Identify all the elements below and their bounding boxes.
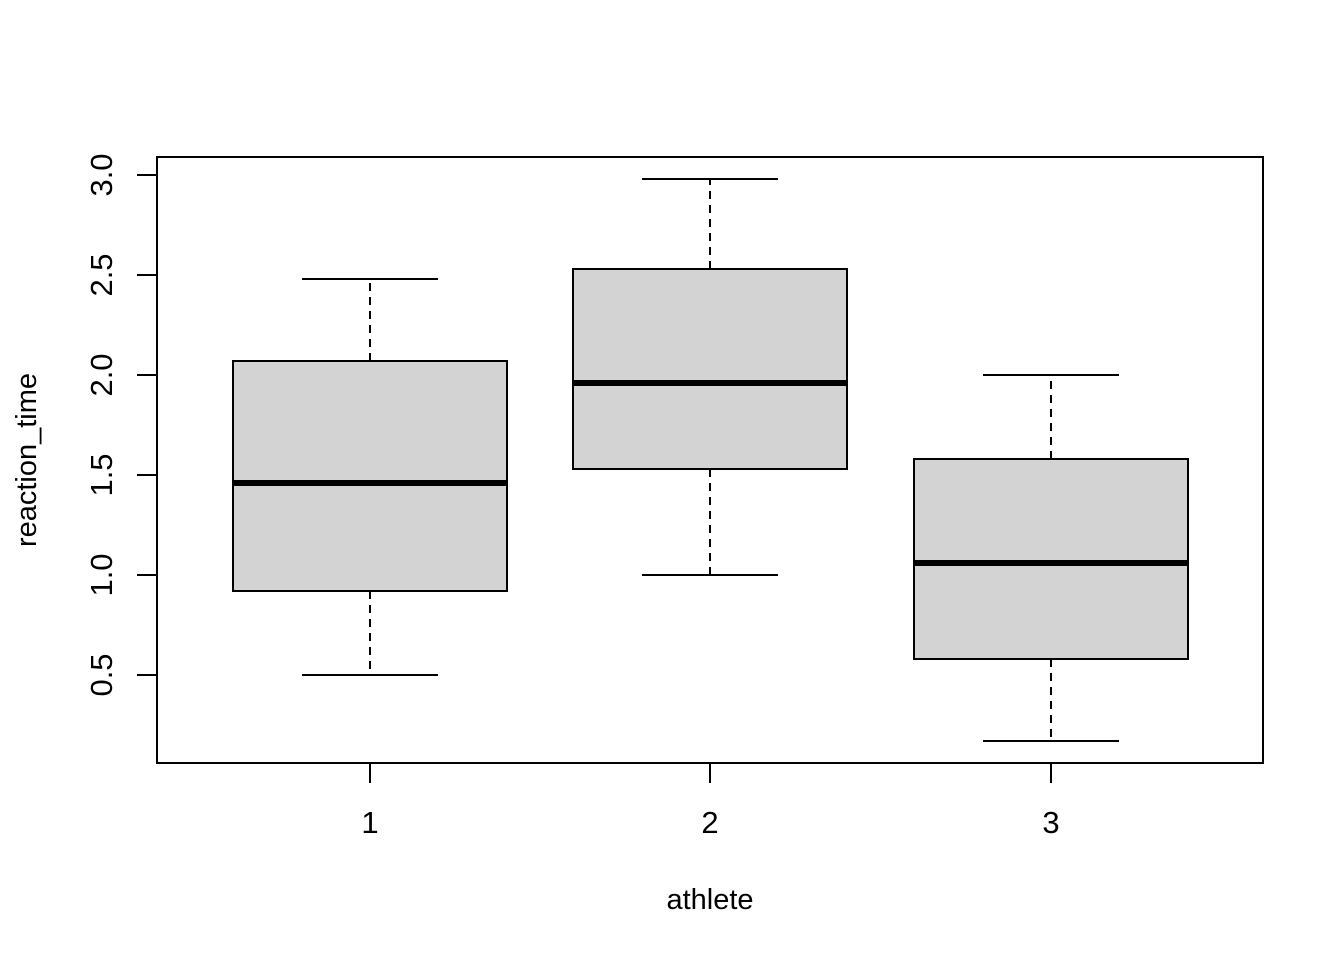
x-tick-label: 2 [701,805,718,840]
box-group-1 [232,278,508,676]
y-tick-label: 2.0 [84,353,119,396]
x-tick-label: 1 [361,805,378,840]
y-tick-label: 1.5 [84,453,119,496]
iqr-box [232,360,508,592]
boxes-layer [232,178,1189,742]
x-axis-title: athlete [666,884,753,916]
iqr-box [913,458,1189,660]
y-tick-label: 3.0 [84,153,119,196]
iqr-box [572,268,848,470]
y-axis-title: reaction_time [11,373,43,547]
y-tick-label: 2.5 [84,253,119,296]
y-tick-label: 1.0 [84,553,119,596]
y-tick-label: 0.5 [84,653,119,696]
box-group-3 [913,374,1189,742]
y-axis: 0.5 1.0 1.5 2.0 2.5 3.0 [84,153,158,697]
box-group-2 [572,178,848,576]
x-tick-label: 3 [1042,805,1059,840]
x-axis: 1 2 3 [361,762,1060,840]
